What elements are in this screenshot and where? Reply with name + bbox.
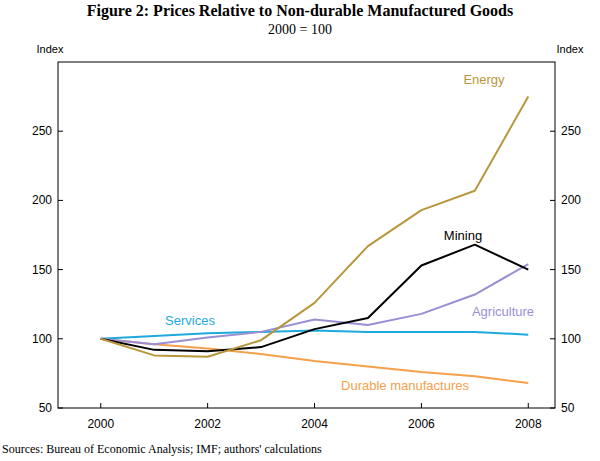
y2-tick [550,408,555,409]
x-tick [314,403,315,408]
series-label: Services [165,313,215,328]
y-tick-label: 150 [32,263,52,277]
series-line [101,245,529,352]
chart: Figure 2: Prices Relative to Non-durable… [0,0,600,461]
y2-tick-label: 100 [561,332,581,346]
series-line [101,97,529,357]
series-label: Durable manufactures [341,378,469,393]
subtitle: 2000 = 100 [268,22,332,37]
y-tick-label: 50 [39,401,53,415]
y-tick-label: 100 [32,332,52,346]
y2-tick-label: 250 [561,124,581,138]
x-tick [100,403,101,408]
title: Figure 2: Prices Relative to Non-durable… [87,2,513,20]
source-note: Sources: Bureau of Economic Analysis; IM… [2,442,322,456]
y2-tick-label: 50 [561,401,575,415]
x-tick-label: 2002 [194,417,221,431]
series-line [101,331,529,339]
y-tick [58,200,63,201]
y2-axis-label: Index [557,43,584,55]
plot-area [101,97,529,383]
y2-tick [550,269,555,270]
x-tick [528,403,529,408]
series-label: Mining [444,228,482,243]
y2-tick-label: 200 [561,193,581,207]
y-axis-label: Index [37,43,64,55]
y-tick [58,269,63,270]
x-tick-label: 2006 [408,417,435,431]
x-tick [421,403,422,408]
series-label: Energy [463,72,505,87]
y2-tick [550,338,555,339]
y-tick-label: 250 [32,124,52,138]
x-tick [207,403,208,408]
y-tick [58,131,63,132]
y-tick [58,408,63,409]
series-label: Agriculture [472,304,534,319]
plot-frame [58,62,555,408]
y2-tick [550,131,555,132]
y-tick [58,338,63,339]
x-tick-label: 2008 [515,417,542,431]
y-tick-label: 200 [32,193,52,207]
x-tick-label: 2000 [87,417,114,431]
y2-tick-label: 150 [561,263,581,277]
y2-tick [550,200,555,201]
series-line [101,339,529,383]
x-tick-label: 2004 [301,417,328,431]
series-line [101,264,529,344]
